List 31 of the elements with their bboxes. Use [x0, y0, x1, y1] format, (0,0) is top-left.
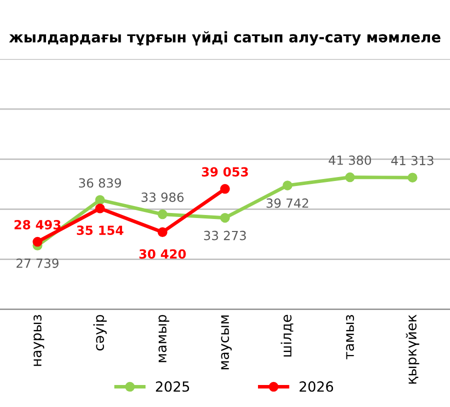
data-label: 33 986: [142, 192, 184, 202]
chart-title: жылдардағы тұрғын үйді сатып алу-сату мәмлеле: [9, 31, 440, 46]
point: [95, 195, 105, 205]
x-tick-label: қыркүйек: [406, 314, 420, 384]
data-label: 28 493: [14, 220, 60, 230]
point: [282, 180, 292, 190]
x-tick-label: сәуір: [93, 314, 107, 350]
point: [408, 172, 418, 182]
point: [95, 204, 105, 214]
data-label: 41 313: [391, 156, 434, 166]
data-label: 41 380: [328, 155, 372, 165]
x-tick-label: наурыз: [34, 315, 44, 366]
data-label: 30 420: [139, 249, 186, 259]
point: [158, 227, 168, 237]
point: [158, 209, 168, 220]
x-tick-label: мамыр: [158, 314, 170, 362]
x-tick-label: шілде: [280, 314, 294, 357]
legend-label: 2025: [156, 381, 190, 392]
data-label: 39 053: [202, 167, 248, 177]
data-label: 33 273: [204, 230, 246, 240]
data-label: 35 154: [76, 226, 124, 235]
data-label: 27 739: [16, 258, 58, 268]
point: [220, 212, 230, 223]
x-tick-label: тамыз: [346, 315, 354, 360]
data-label: 39 742: [266, 198, 308, 208]
legend-label: 2026: [300, 381, 334, 392]
point: [345, 172, 355, 182]
data-label: 36 839: [79, 178, 121, 188]
point: [220, 184, 230, 194]
point: [32, 236, 42, 247]
x-tick-label: маусым: [221, 315, 232, 370]
